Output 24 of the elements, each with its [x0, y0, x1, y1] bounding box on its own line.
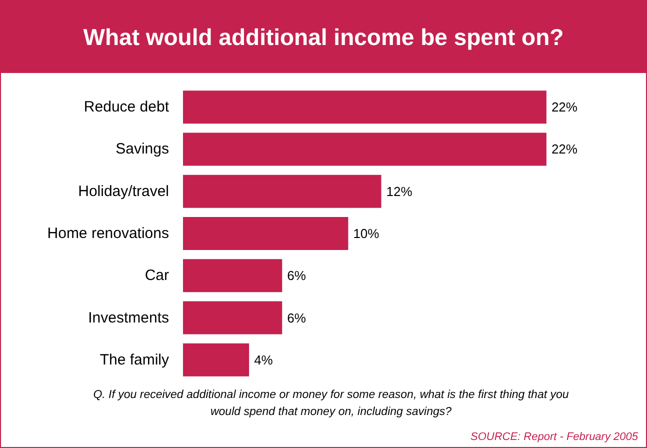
bar [183, 132, 546, 166]
bar [183, 301, 282, 334]
data-label: 12% [386, 184, 413, 199]
chart-title: What would additional income be spent on? [1, 1, 646, 73]
data-label: 6% [287, 310, 306, 326]
bar [183, 343, 250, 376]
bar [183, 90, 546, 124]
bar [183, 174, 382, 208]
y-tick-label: The family [100, 351, 170, 368]
data-label: 22% [551, 142, 578, 157]
y-tick-label: Reduce debt [84, 98, 170, 116]
y-tick-label: Home renovations [47, 225, 169, 242]
data-label: 22% [551, 100, 578, 115]
y-tick-label: Car [144, 267, 170, 284]
data-label: 4% [254, 352, 274, 368]
data-label: 6% [287, 268, 306, 284]
text: Q. If you received additional income or money for some reason, what is the first thing that you would spend that money on, including savings? [92, 388, 570, 420]
bar [183, 217, 348, 250]
bar [183, 259, 282, 292]
y-tick-label: Holiday/travel [78, 182, 169, 200]
source-note: SOURCE: Report - February 2005 [470, 431, 638, 443]
y-tick-label: Investments [88, 309, 169, 326]
y-tick-label: Savings [116, 140, 169, 158]
data-label: 10% [353, 226, 380, 241]
